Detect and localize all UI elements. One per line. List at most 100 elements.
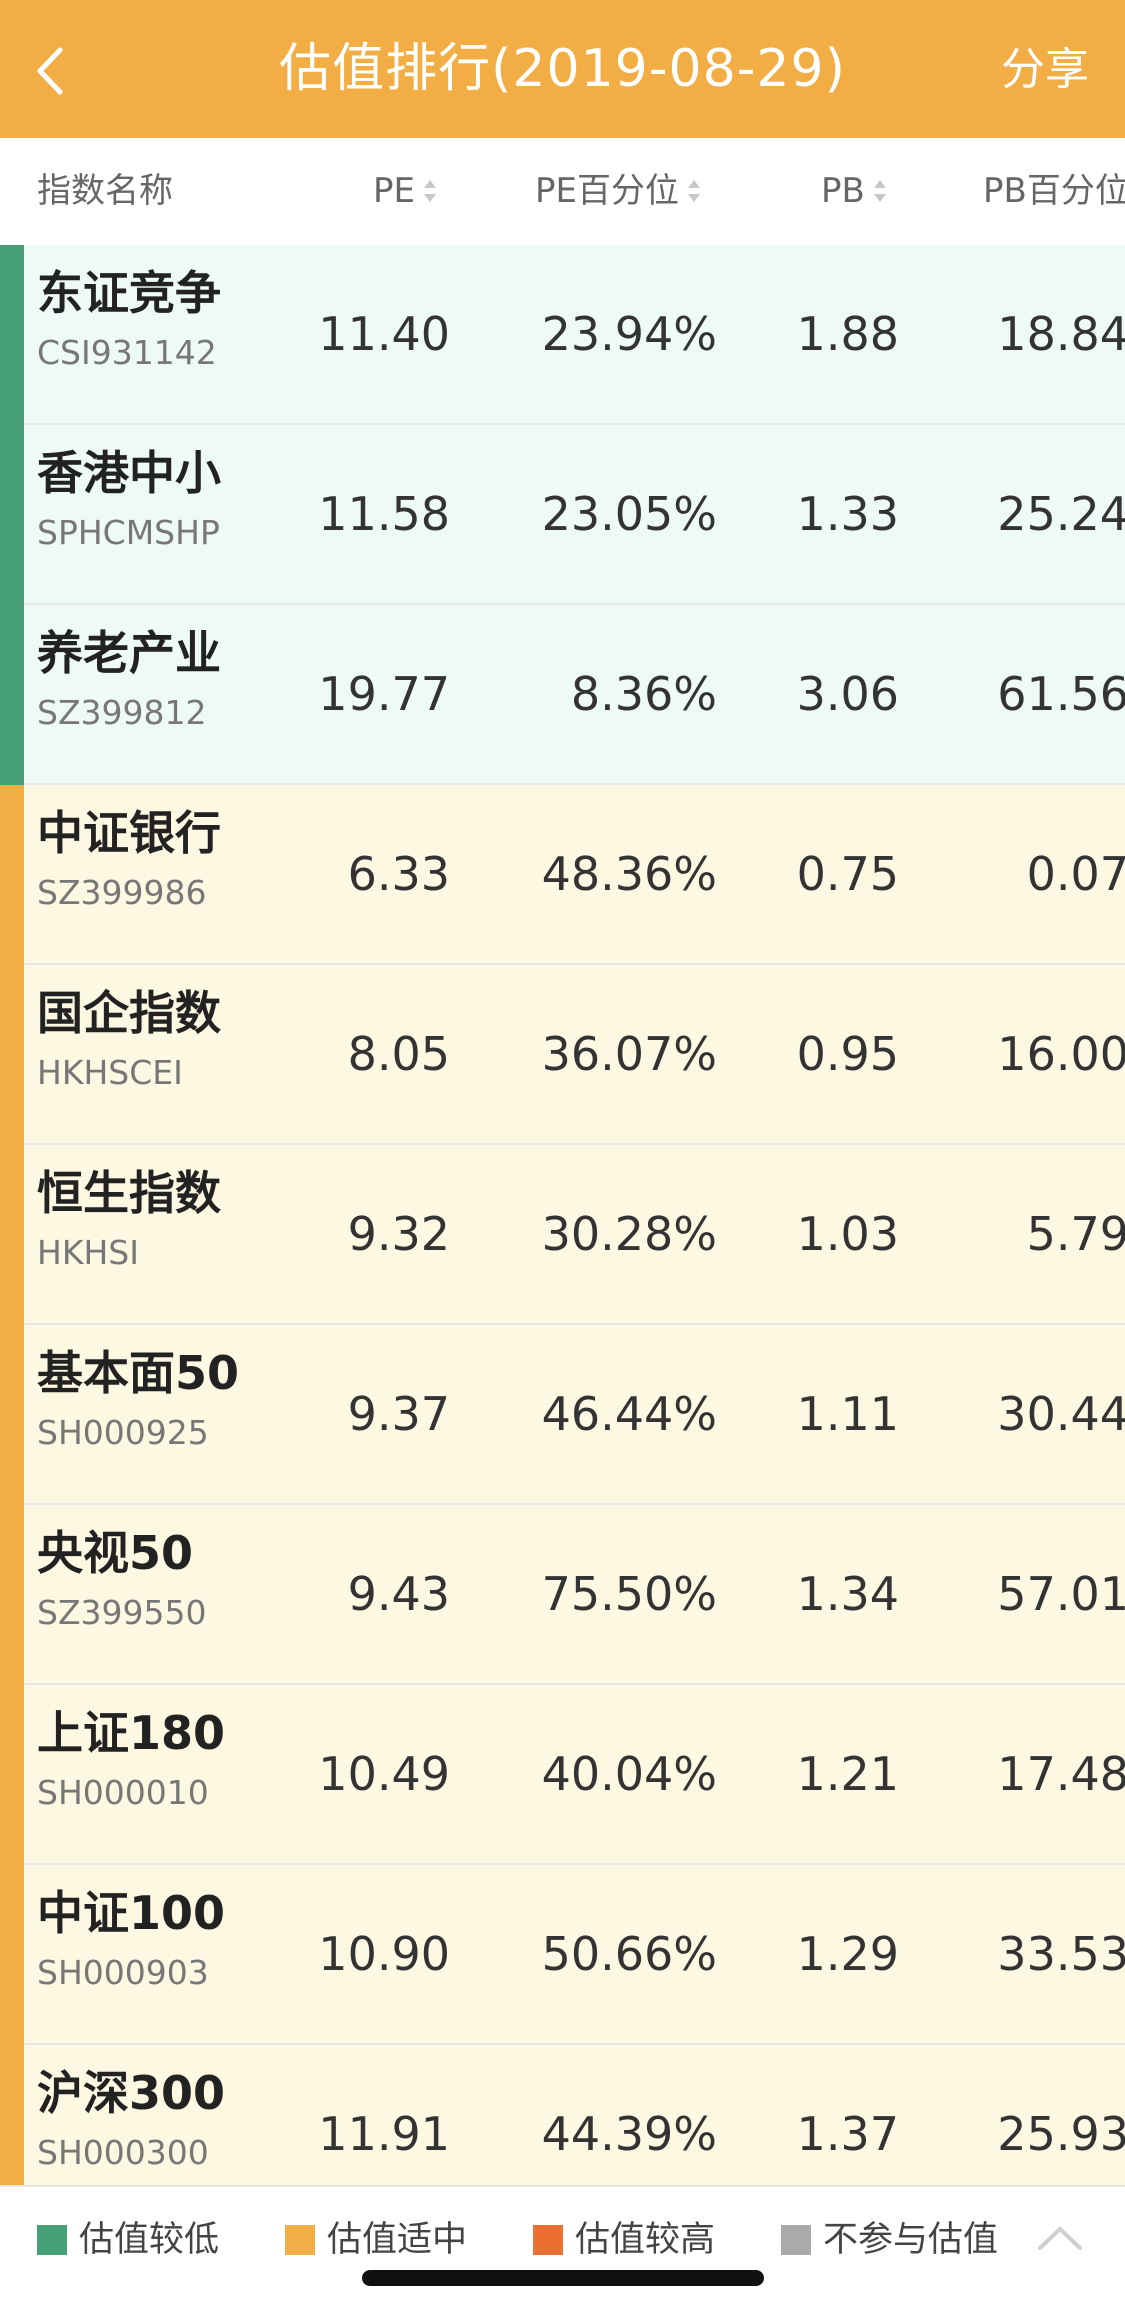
pe-percentile-value: 30.28% <box>541 1207 717 1261</box>
table-row[interactable]: 国企指数 HKHSCEI 8.05 36.07% 0.95 16.00 <box>0 965 1125 1145</box>
table-row[interactable]: 中证银行 SZ399986 6.33 48.36% 0.75 0.07 <box>0 785 1125 965</box>
pb-percentile-value: 0.07 <box>1026 847 1125 901</box>
pb-percentile-value: 17.48 <box>997 1747 1125 1801</box>
index-code: SPHCMSHP <box>37 513 220 552</box>
valuation-level-bar <box>0 1865 24 2045</box>
index-list: 东证竞争 CSI931142 11.40 23.94% 1.88 18.84 香港中小 SP… <box>0 245 1125 2225</box>
legend-item-low: 估值较低 <box>37 2215 219 2265</box>
valuation-legend: 估值较低 估值适中 估值较高 不参与估值 <box>0 2185 1125 2312</box>
pe-value: 9.43 <box>347 1567 450 1621</box>
legend-swatch <box>781 2225 811 2255</box>
table-row[interactable]: 基本面50 SH000925 9.37 46.44% 1.11 30.44 <box>0 1325 1125 1505</box>
pb-percentile-value: 61.56 <box>997 667 1125 721</box>
legend-item-mid: 估值适中 <box>285 2215 467 2265</box>
table-header: 指数名称 PE PE百分位 PB PB百分位 <box>0 138 1125 247</box>
index-name: 香港中小 <box>37 446 221 500</box>
legend-label: 估值较高 <box>575 2220 716 2260</box>
index-code: SH000300 <box>37 2133 209 2172</box>
pe-value: 9.37 <box>347 1387 450 1441</box>
pe-value: 8.05 <box>347 1027 450 1081</box>
pb-value: 1.37 <box>796 2107 899 2161</box>
column-header-pe-percentile-label: PE百分位 <box>535 171 679 211</box>
pe-value: 10.49 <box>318 1747 450 1801</box>
valuation-level-bar <box>0 245 24 425</box>
pb-value: 1.34 <box>796 1567 899 1621</box>
table-row[interactable]: 央视50 SZ399550 9.43 75.50% 1.34 57.01 <box>0 1505 1125 1685</box>
index-code: SH000903 <box>37 1953 209 1992</box>
pe-percentile-value: 44.39% <box>541 2107 717 2161</box>
top-bar: 估值排行(2019-08-29) 分享 <box>0 0 1125 138</box>
column-header-pe-label: PE <box>373 171 415 211</box>
column-header-pb-label: PB <box>821 171 865 211</box>
legend-swatch <box>37 2225 67 2255</box>
index-code: CSI931142 <box>37 333 217 372</box>
index-name: 东证竞争 <box>37 266 221 320</box>
pe-value: 6.33 <box>347 847 450 901</box>
legend-item-high: 估值较高 <box>533 2215 715 2265</box>
page-title: 估值排行(2019-08-29) <box>279 39 846 99</box>
pe-value: 11.40 <box>318 307 450 361</box>
chevron-up-icon[interactable] <box>1037 2223 1083 2253</box>
column-header-pb-percentile[interactable]: PB百分位 <box>983 171 1125 211</box>
pb-value: 0.95 <box>796 1027 899 1081</box>
table-row[interactable]: 东证竞争 CSI931142 11.40 23.94% 1.88 18.84 <box>0 245 1125 425</box>
pb-value: 1.11 <box>796 1387 899 1441</box>
index-name: 沪深300 <box>37 2066 226 2120</box>
legend-swatch <box>285 2225 315 2255</box>
sort-icon <box>424 179 436 202</box>
pb-value: 1.33 <box>796 487 899 541</box>
pb-value: 1.03 <box>796 1207 899 1261</box>
pb-percentile-value: 30.44 <box>997 1387 1125 1441</box>
pb-percentile-value: 5.79 <box>1026 1207 1125 1261</box>
index-name: 基本面50 <box>37 1346 240 1400</box>
share-button[interactable]: 分享 <box>1001 44 1089 95</box>
index-code: HKHSCEI <box>37 1053 183 1092</box>
legend-item-excluded: 不参与估值 <box>781 2215 998 2265</box>
table-row[interactable]: 养老产业 SZ399812 19.77 8.36% 3.06 61.56 <box>0 605 1125 785</box>
table-row[interactable]: 香港中小 SPHCMSHP 11.58 23.05% 1.33 25.24 <box>0 425 1125 605</box>
valuation-level-bar <box>0 965 24 1145</box>
home-indicator[interactable] <box>362 2270 764 2286</box>
pe-percentile-value: 40.04% <box>541 1747 717 1801</box>
index-name: 国企指数 <box>37 986 221 1040</box>
column-header-name: 指数名称 <box>37 171 173 211</box>
pe-percentile-value: 23.94% <box>541 307 717 361</box>
table-row[interactable]: 上证180 SH000010 10.49 40.04% 1.21 17.48 <box>0 1685 1125 1865</box>
pe-value: 9.32 <box>347 1207 450 1261</box>
index-code: SZ399812 <box>37 693 207 732</box>
pb-value: 3.06 <box>796 667 899 721</box>
index-name: 中证银行 <box>37 806 221 860</box>
pe-percentile-value: 46.44% <box>541 1387 717 1441</box>
column-header-pb[interactable]: PB <box>821 138 887 245</box>
column-header-pe-percentile[interactable]: PE百分位 <box>535 138 701 245</box>
pe-percentile-value: 23.05% <box>541 487 717 541</box>
table-row[interactable]: 恒生指数 HKHSI 9.32 30.28% 1.03 5.79 <box>0 1145 1125 1325</box>
chevron-left-icon <box>37 47 63 95</box>
pe-percentile-value: 8.36% <box>570 667 717 721</box>
legend-label: 估值适中 <box>327 2220 468 2260</box>
pb-value: 1.21 <box>796 1747 899 1801</box>
pe-value: 10.90 <box>318 1927 450 1981</box>
index-name: 上证180 <box>37 1706 226 1760</box>
pe-percentile-value: 50.66% <box>541 1927 717 1981</box>
pb-percentile-value: 16.00 <box>997 1027 1125 1081</box>
pe-percentile-value: 48.36% <box>541 847 717 901</box>
legend-label: 不参与估值 <box>823 2220 999 2260</box>
index-code: SZ399986 <box>37 873 207 912</box>
index-code: SH000010 <box>37 1773 209 1812</box>
pb-percentile-value: 25.93 <box>997 2107 1125 2161</box>
valuation-level-bar <box>0 1505 24 1685</box>
legend-label: 估值较低 <box>79 2220 220 2260</box>
pb-value: 0.75 <box>796 847 899 901</box>
index-name: 养老产业 <box>37 626 221 680</box>
index-name: 央视50 <box>37 1526 194 1580</box>
back-button[interactable] <box>26 36 86 106</box>
table-row[interactable]: 中证100 SH000903 10.90 50.66% 1.29 33.53 <box>0 1865 1125 2045</box>
pe-percentile-value: 75.50% <box>541 1567 717 1621</box>
valuation-level-bar <box>0 785 24 965</box>
sort-icon <box>688 179 700 202</box>
pb-percentile-value: 33.53 <box>997 1927 1125 1981</box>
column-header-pe[interactable]: PE <box>373 138 437 245</box>
pb-percentile-value: 57.01 <box>997 1567 1125 1621</box>
legend-swatch <box>533 2225 563 2255</box>
